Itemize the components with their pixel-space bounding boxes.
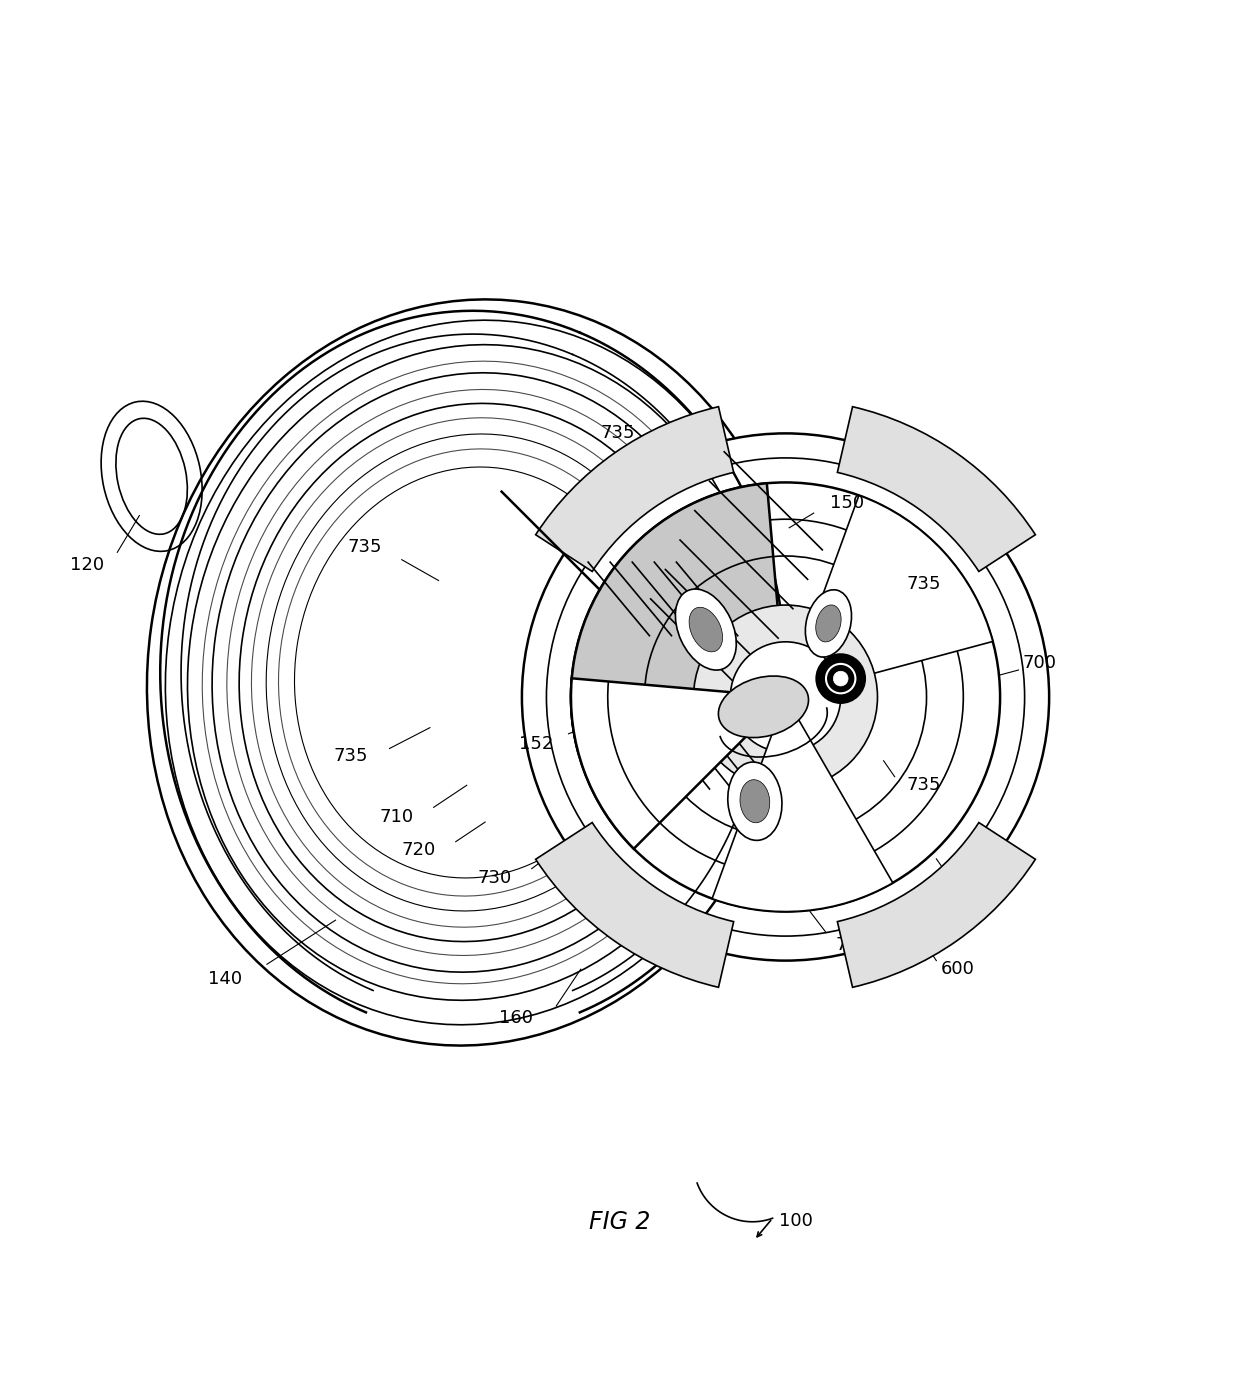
Text: 710: 710 [379,809,414,827]
Text: 735: 735 [906,776,941,795]
Ellipse shape [676,590,737,671]
Text: FIG 2: FIG 2 [589,1210,651,1234]
Wedge shape [837,822,1035,987]
Ellipse shape [740,779,770,822]
Text: 160: 160 [498,1009,533,1027]
Ellipse shape [728,763,782,841]
Wedge shape [536,407,734,572]
Text: 140: 140 [208,970,242,988]
Text: 600: 600 [941,960,975,979]
Circle shape [730,641,841,753]
Text: 735: 735 [347,538,382,556]
Text: 735: 735 [334,747,367,765]
Text: 700: 700 [1022,654,1056,672]
Text: 735: 735 [836,935,870,953]
Text: 730: 730 [477,870,512,888]
Circle shape [816,654,866,703]
Text: 735: 735 [600,424,635,442]
Text: 100: 100 [780,1211,813,1230]
Wedge shape [785,495,993,697]
Circle shape [522,434,1049,960]
Wedge shape [634,493,785,697]
Text: 152: 152 [520,735,554,753]
Wedge shape [570,484,785,753]
Wedge shape [570,679,785,849]
Wedge shape [712,697,893,912]
Text: 735: 735 [906,576,941,594]
Text: 150: 150 [830,495,864,512]
Ellipse shape [689,608,723,652]
Circle shape [833,672,848,686]
Wedge shape [536,822,734,987]
Text: 720: 720 [402,841,436,859]
Text: 120: 120 [69,556,104,573]
Ellipse shape [816,605,841,643]
Ellipse shape [718,676,808,737]
Text: 450: 450 [959,882,993,899]
Circle shape [693,605,878,789]
Ellipse shape [805,590,852,657]
Wedge shape [837,407,1035,572]
